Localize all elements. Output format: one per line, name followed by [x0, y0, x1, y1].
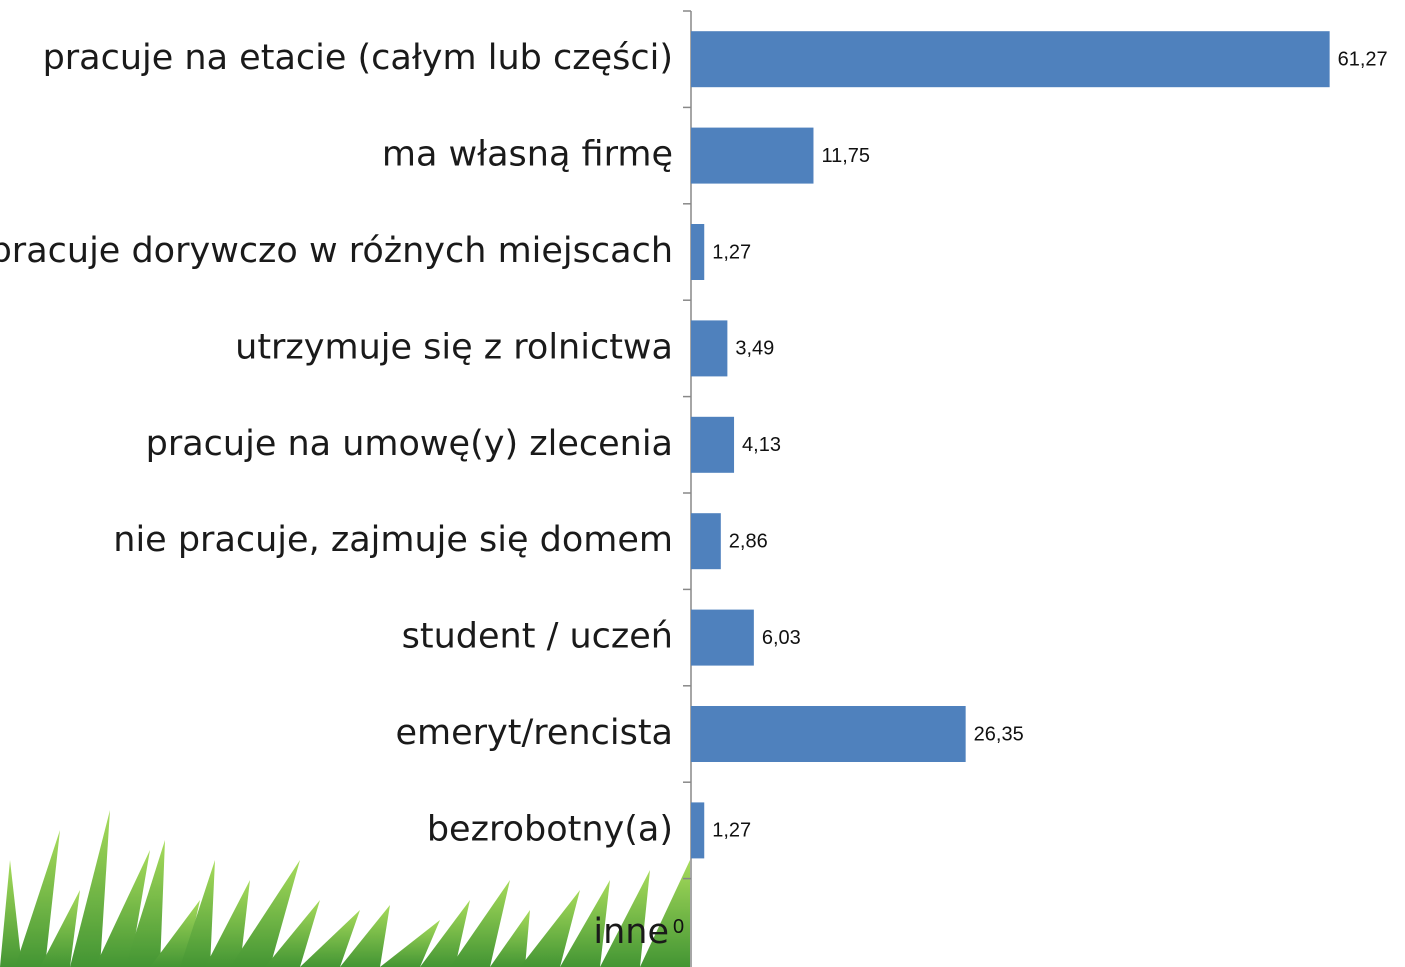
value-label: 61,27 — [1338, 48, 1388, 70]
category-label: emeryt/rencista — [396, 713, 674, 753]
value-label: 0 — [673, 916, 684, 938]
category-label: ma własną firmę — [382, 135, 673, 175]
chart: pracuje na etacie (całym lub części) 61,2… — [0, 0, 1405, 967]
value-label: 2,86 — [729, 530, 768, 552]
bar — [691, 320, 727, 376]
bar — [691, 128, 813, 184]
value-label: 3,49 — [735, 338, 774, 360]
bar — [691, 224, 704, 280]
bar — [691, 417, 734, 473]
category-label: bezrobotny(a) — [427, 809, 673, 849]
category-label: student / uczeń — [402, 617, 673, 657]
category-label: pracuje dorywczo w różnych miejscach — [0, 231, 673, 271]
bar — [691, 706, 966, 762]
bar — [691, 31, 1330, 87]
category-label: nie pracuje, zajmuje się domem — [113, 520, 673, 560]
value-label: 4,13 — [742, 434, 781, 456]
bar — [691, 610, 754, 666]
category-label: inne — [593, 912, 669, 952]
value-label: 26,35 — [974, 723, 1024, 745]
bar — [691, 802, 704, 858]
value-label: 1,27 — [712, 241, 751, 263]
category-label: pracuje na umowę(y) zlecenia — [146, 424, 673, 464]
category-label: utrzymuje się z rolnictwa — [235, 327, 673, 367]
value-label: 1,27 — [712, 820, 751, 842]
bar — [691, 513, 721, 569]
category-label: pracuje na etacie (całym lub części) — [43, 38, 673, 78]
value-label: 6,03 — [762, 627, 801, 649]
value-label: 11,75 — [821, 145, 870, 167]
